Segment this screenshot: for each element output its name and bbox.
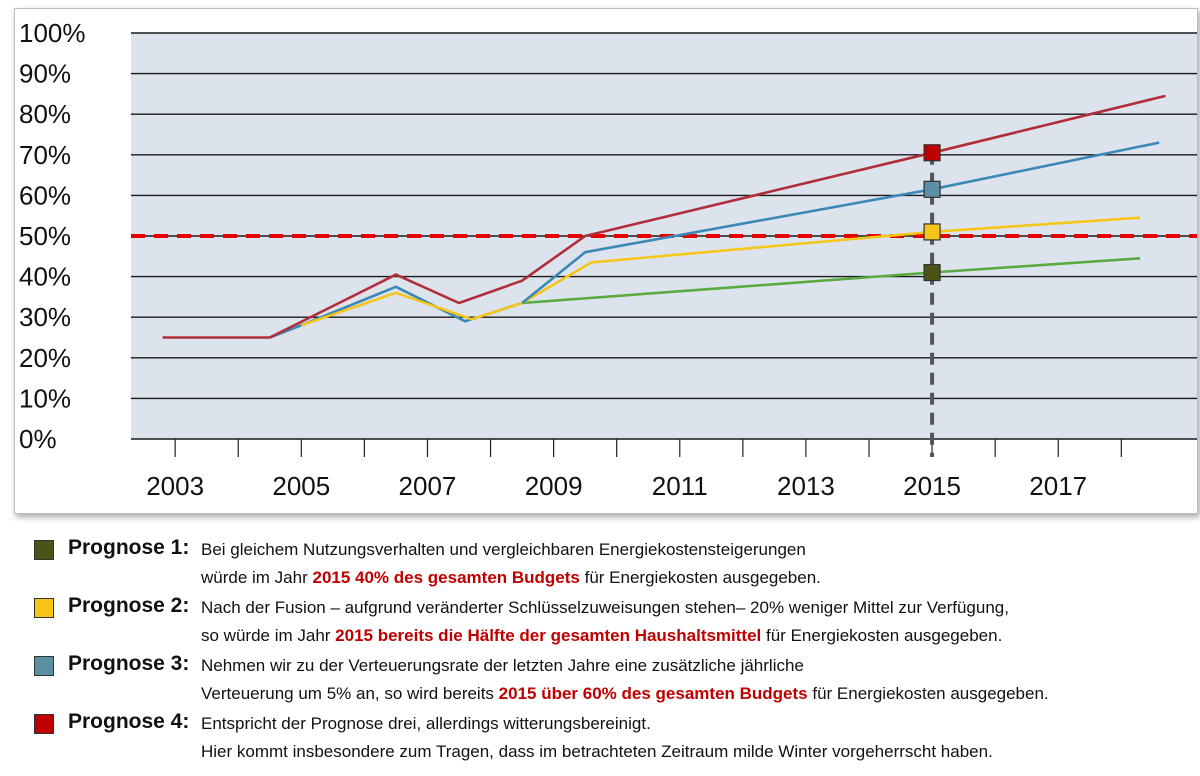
legend-text: für Energiekosten ausgegeben. bbox=[579, 568, 821, 587]
legend-text-line2: würde im Jahr 2015 40% des gesamten Budg… bbox=[201, 568, 821, 588]
legend-name: Prognose 1: bbox=[68, 536, 190, 559]
legend-text-line2: Hier kommt insbesondere zum Tragen, dass… bbox=[201, 742, 993, 762]
legend-swatch bbox=[34, 598, 54, 618]
y-tick-label: 20% bbox=[19, 343, 71, 373]
legend-text: für Energiekosten ausgegeben. bbox=[761, 626, 1003, 645]
y-tick-label: 60% bbox=[19, 180, 71, 210]
x-tick-label: 2017 bbox=[1029, 471, 1087, 501]
y-tick-label: 40% bbox=[19, 262, 71, 292]
marker-2015-prognose-3 bbox=[923, 180, 941, 198]
legend: Prognose 1: Bei gleichem Nutzungsverhalt… bbox=[34, 536, 1194, 768]
y-tick-label: 70% bbox=[19, 140, 71, 170]
y-tick-label: 100% bbox=[19, 18, 86, 48]
y-tick-label: 0% bbox=[19, 424, 57, 454]
x-tick-label: 2013 bbox=[777, 471, 835, 501]
x-tick-label: 2015 bbox=[903, 471, 961, 501]
legend-name: Prognose 4: bbox=[68, 710, 190, 733]
legend-highlight: 2015 40% des gesamten Budgets bbox=[312, 568, 580, 587]
legend-text-line1: Nehmen wir zu der Verteuerungsrate der l… bbox=[201, 656, 804, 675]
x-tick-label: 2003 bbox=[146, 471, 204, 501]
legend-text: für Energiekosten ausgegeben. bbox=[807, 684, 1049, 703]
x-tick-label: 2011 bbox=[652, 471, 708, 501]
line-chart: 100% 90% 80% 70% 60% 50% 40% 30% 20% 10% 0% 2003 200… bbox=[19, 18, 1197, 501]
legend-swatch bbox=[34, 540, 54, 560]
y-tick-label: 90% bbox=[19, 59, 71, 89]
legend-swatch bbox=[34, 656, 54, 676]
marker-2015-prognose-2 bbox=[923, 223, 941, 241]
series-line-2 bbox=[521, 216, 1141, 305]
legend-text-line1: Nach der Fusion – aufgrund veränderter S… bbox=[201, 598, 1009, 617]
x-tick-label: 2007 bbox=[399, 471, 457, 501]
legend-text: würde im Jahr bbox=[201, 568, 313, 587]
legend-item-4: Prognose 4: Entspricht der Prognose drei… bbox=[34, 710, 1194, 768]
marker-2015-prognose-4 bbox=[923, 144, 941, 162]
series-line-5 bbox=[300, 291, 523, 327]
legend-name: Prognose 2: bbox=[68, 594, 190, 617]
marker-2015-prognose-1 bbox=[923, 263, 941, 282]
legend-text-line1: Bei gleichem Nutzungsverhalten und vergl… bbox=[201, 540, 806, 559]
legend-item-3: Prognose 3: Nehmen wir zu der Verteuerun… bbox=[34, 652, 1194, 710]
legend-text: Verteuerung um 5% an, so wird bereits bbox=[201, 684, 499, 703]
legend-item-1: Prognose 1: Bei gleichem Nutzungsverhalt… bbox=[34, 536, 1194, 594]
y-tick-label: 50% bbox=[19, 221, 71, 251]
x-tick-label: 2009 bbox=[525, 471, 583, 501]
legend-text: so würde im Jahr bbox=[201, 626, 336, 645]
legend-text-line2: Verteuerung um 5% an, so wird bereits 20… bbox=[201, 684, 1049, 704]
legend-highlight: 2015 bereits die Hälfte der gesamten Hau… bbox=[335, 626, 762, 645]
legend-text-line2: so würde im Jahr 2015 bereits die Hälfte… bbox=[201, 626, 1002, 646]
legend-highlight: 2015 über 60% des gesamten Budgets bbox=[498, 684, 808, 703]
series-line-4 bbox=[162, 94, 1166, 339]
y-tick-label: 10% bbox=[19, 383, 71, 413]
legend-text: Hier kommt insbesondere zum Tragen, dass… bbox=[201, 742, 993, 761]
legend-swatch bbox=[34, 714, 54, 734]
y-tick-label: 30% bbox=[19, 302, 71, 332]
x-tick-label: 2005 bbox=[272, 471, 330, 501]
legend-text-line1: Entspricht der Prognose drei, allerdings… bbox=[201, 714, 651, 733]
legend-name: Prognose 3: bbox=[68, 652, 190, 675]
y-tick-label: 80% bbox=[19, 99, 71, 129]
chart-frame: 100% 90% 80% 70% 60% 50% 40% 30% 20% 10% 0% 2003 200… bbox=[14, 8, 1198, 514]
legend-item-2: Prognose 2: Nach der Fusion – aufgrund v… bbox=[34, 594, 1194, 652]
